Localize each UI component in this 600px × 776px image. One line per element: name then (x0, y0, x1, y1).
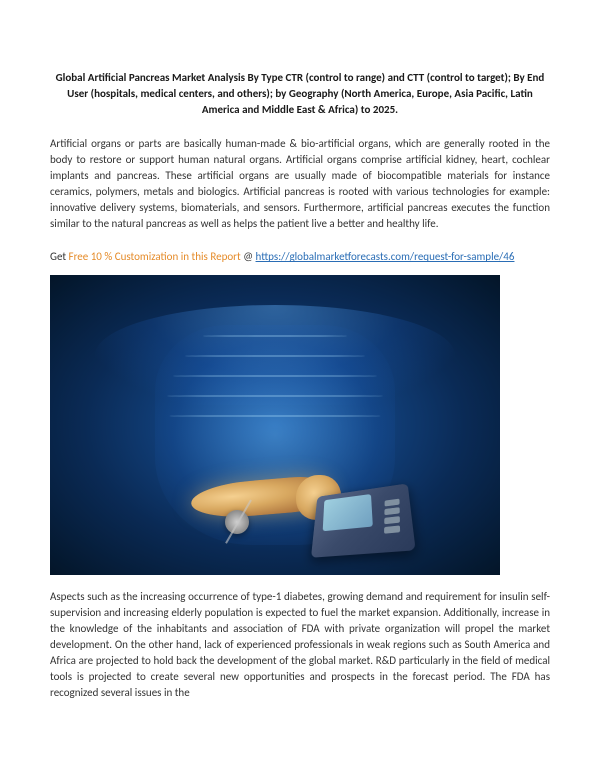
sample-request-link[interactable]: https://globalmarketforecasts.com/reques… (256, 250, 515, 263)
promo-get: Get (50, 250, 66, 263)
anatomy-illustration (50, 275, 500, 575)
ribcage (175, 335, 375, 435)
intro-paragraph: Artificial organs or parts are basically… (50, 136, 550, 232)
body-paragraph: Aspects such as the increasing occurrenc… (50, 589, 550, 701)
promo-in-report: in this Report (181, 250, 241, 263)
promo-line: Get Free 10 % Customization in this Repo… (50, 249, 550, 265)
monitoring-device (310, 485, 410, 555)
promo-at: @ (243, 250, 253, 263)
promo-offer: Free 10 % Customization (69, 250, 179, 263)
document-title: Global Artificial Pancreas Market Analys… (50, 70, 550, 118)
